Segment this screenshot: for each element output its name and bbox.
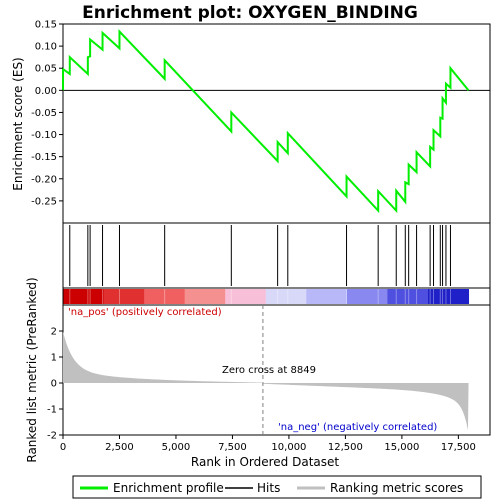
x-tick-label: 7,500 [218,442,247,453]
color-band [63,289,105,304]
color-band [144,289,186,304]
es-y-tick-label: 0.00 [35,86,57,97]
es-panel-frame [62,23,491,224]
x-tick-label: 2,500 [105,442,134,453]
metric-panel [63,305,469,435]
metric-y-tick-label: -1 [47,405,57,416]
x-tick-label: 17,500 [441,442,476,453]
x-axis-label: Rank in Ordered Dataset [191,455,339,469]
es-y-tick-label: -0.20 [31,174,57,185]
color-band [184,289,226,304]
x-tick-label: 5,000 [162,442,191,453]
legend: Enrichment profile Hits Ranking metric s… [72,475,482,499]
metric-y-tick-label: 0 [51,379,57,390]
metric-y-tick-label: 2 [51,327,57,338]
es-y-tick-label: -0.05 [31,108,57,119]
es-y-tick-label: 0.05 [35,64,57,75]
ranking-metric-area [63,331,469,431]
x-axis: 0 2,500 5,000 7,500 10,000 12,500 15,000 17,500 [60,435,476,453]
es-y-tick-label: 0.10 [35,42,57,53]
metric-y-axis: 2 1 0 -1 -2 [47,327,63,442]
enrichment-profile-line [62,29,470,214]
color-band [346,289,388,304]
legend-profile-label: Enrichment profile [113,481,224,495]
es-panel [62,29,490,214]
color-band [225,289,267,304]
color-band [387,289,429,304]
legend-hits-label: Hits [257,481,280,495]
x-tick-label: 15,000 [384,442,419,453]
pos-correlated-label: 'na_pos' (positively correlated) [68,307,222,318]
es-y-tick-label: -0.10 [31,130,57,141]
metric-y-axis-label: Ranked list metric (PreRanked) [25,277,39,462]
es-y-tick-label: 0.15 [35,20,57,31]
es-y-tick-label: -0.15 [31,152,57,163]
x-tick-label: 0 [60,442,66,453]
x-tick-label: 10,000 [271,442,306,453]
neg-correlated-label: 'na_neg' (negatively correlated) [278,422,437,433]
rank-color-bar [62,289,470,304]
metric-y-tick-label: 1 [51,353,57,364]
chart-title: Enrichment plot: OXYGEN_BINDING [82,3,418,23]
metric-y-tick-label: -2 [47,431,57,442]
legend-box [72,475,482,499]
es-y-axis: 0.15 0.10 0.05 0.00 -0.05 -0.10 -0.15 -0.20 -0.2… [31,20,63,207]
color-band [103,289,145,304]
es-y-tick-label: -0.25 [31,196,57,207]
x-tick-label: 12,500 [328,442,363,453]
color-band [265,289,307,304]
legend-metric-label: Ranking metric scores [330,481,463,495]
hits-panel [62,225,451,286]
color-band [306,289,348,304]
hits-panel-frame [62,222,491,289]
color-band [427,289,470,304]
zero-cross-label: Zero cross at 8849 [222,365,316,376]
es-y-axis-label: Enrichment score (ES) [11,57,25,190]
